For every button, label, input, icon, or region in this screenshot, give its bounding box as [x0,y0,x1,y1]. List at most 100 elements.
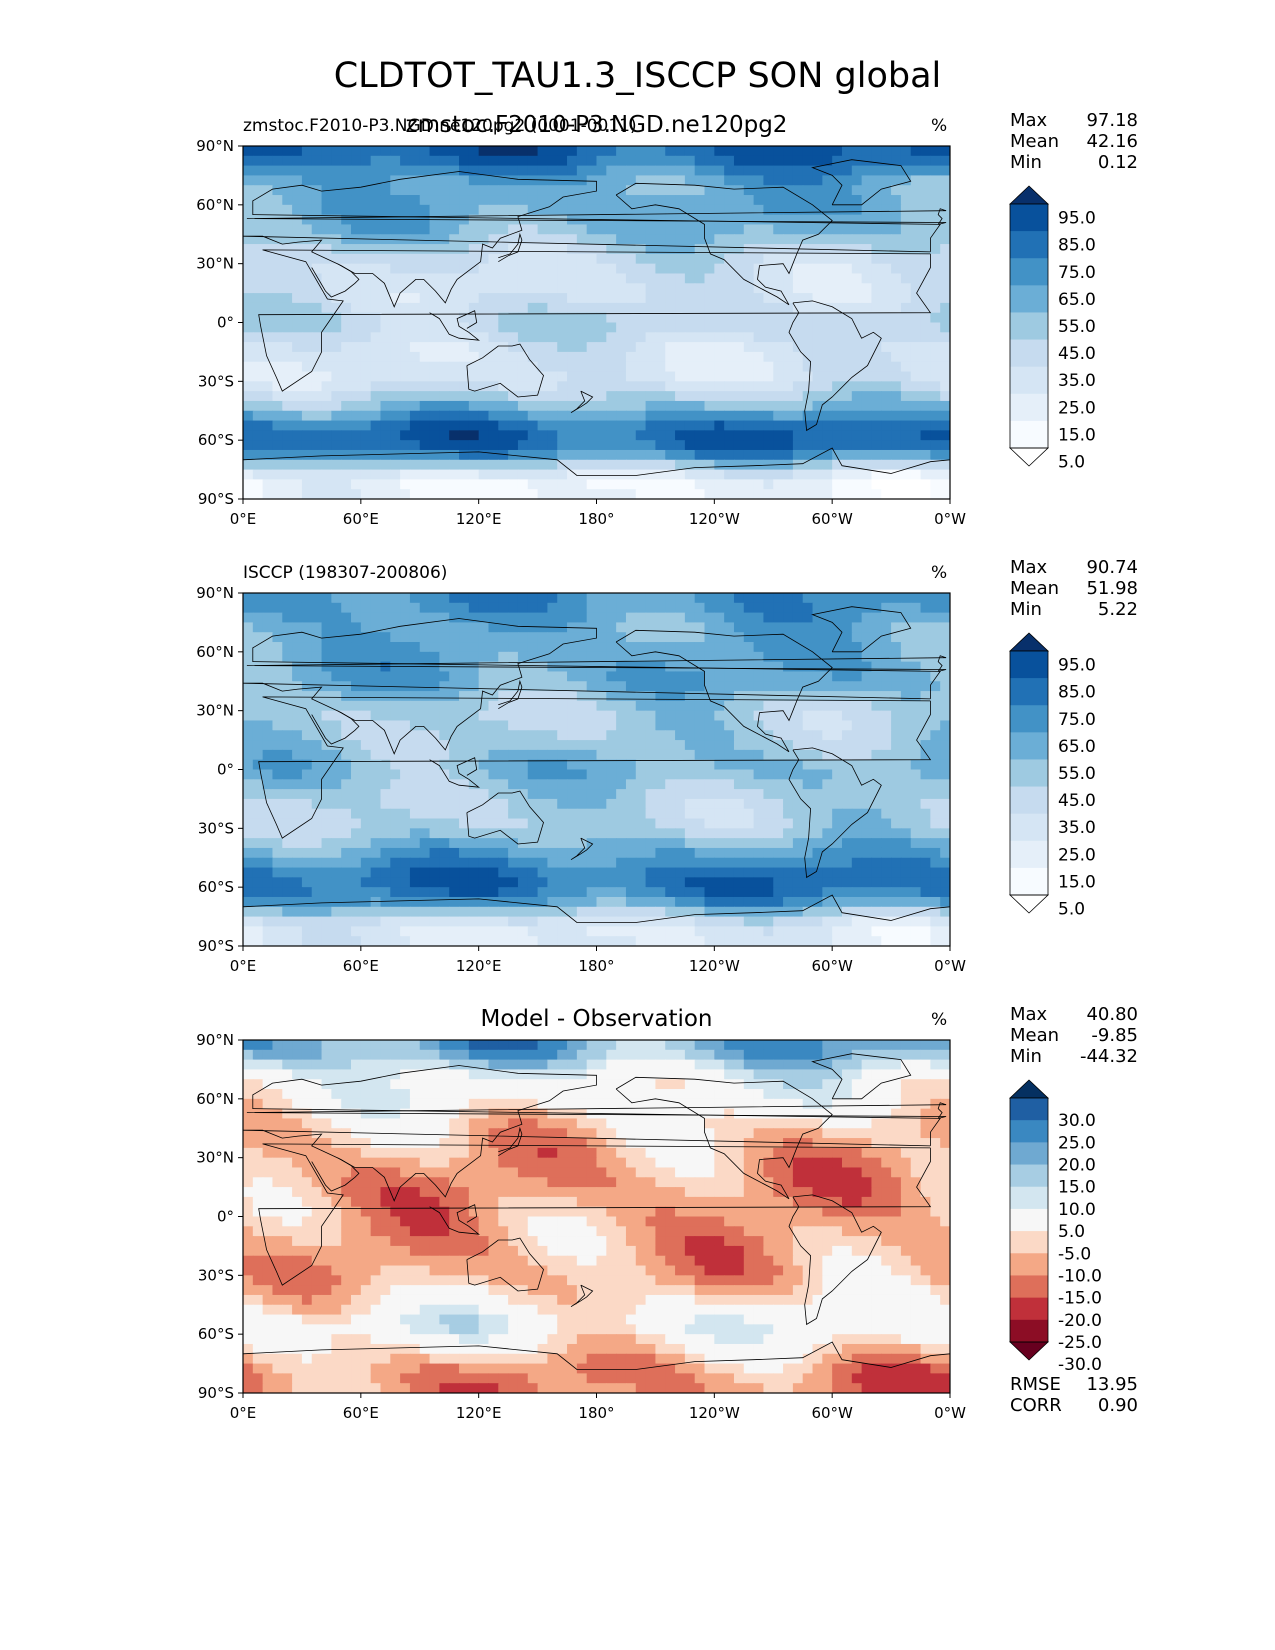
field-cell [508,253,519,265]
field-cell [488,283,499,294]
field-cell [940,332,950,343]
field-cell [822,342,833,353]
field-cell [429,332,440,343]
field-cell [488,244,499,255]
field-cell [478,857,490,869]
field-cell [733,195,745,206]
field-cell [753,828,765,839]
field-cell [733,489,745,499]
field-cell [900,489,912,499]
field-cell [822,361,833,373]
field-cell [704,195,715,206]
field-cell [645,322,657,333]
field-cell [940,808,950,820]
field-cell [832,489,843,499]
field-cell [557,361,568,373]
field-cell [714,440,725,451]
field-cell [625,195,637,206]
field-cell [773,361,784,373]
field-cell [262,479,274,490]
field-cell [370,661,382,673]
field-cell [498,185,509,196]
field-cell [439,632,450,643]
field-cell [841,430,853,441]
field-cell [547,293,558,304]
field-cell [547,740,558,751]
field-cell [488,381,499,392]
field-cell [429,273,440,284]
field-cell [616,828,627,839]
field-cell [321,322,332,333]
field-cell [557,430,568,441]
stat-label: Max [1010,110,1048,131]
field-cell [567,710,578,722]
field-cell [439,332,450,343]
field-cell [400,593,411,604]
field-cell [625,371,637,382]
field-cell [311,779,323,790]
field-cell [262,469,274,480]
field-cell [773,798,784,810]
field-cell [292,671,303,682]
field-cell [773,857,784,869]
field-cell [380,273,391,284]
field-cell [881,602,892,614]
field-cell [478,867,490,878]
field-cell [252,204,264,216]
field-cell [871,651,882,663]
field-cell [537,263,549,275]
field-cell [881,808,892,820]
field-cell [832,700,843,712]
field-cell [508,749,519,761]
field-cell [645,420,657,431]
field-cell [841,302,853,314]
field-cell [930,730,941,741]
field-cell [812,740,823,751]
field-cell [527,769,539,780]
field-cell [625,632,637,643]
field-cell [832,593,843,604]
field-cell [449,146,460,157]
field-cell [910,789,922,800]
field-cell [625,185,637,196]
field-cell [675,857,686,869]
field-cell [910,671,922,682]
field-cell [439,877,450,888]
field-cell [311,896,323,908]
field-cell [714,710,725,722]
field-cell [841,671,853,682]
field-cell [409,691,421,702]
field-cell [635,185,647,196]
field-cell [655,730,666,741]
field-cell [488,720,499,731]
field-cell [586,700,598,712]
field-cell [773,332,784,343]
field-cell [753,642,765,653]
field-cell [743,332,755,343]
field-cell [282,302,293,314]
field-cell [243,234,254,245]
field-cell [419,165,431,177]
colorbar-extend-bottom [1008,447,1050,467]
field-cell [773,602,784,614]
field-cell [871,720,882,731]
field-cell [419,312,431,324]
field-cell [832,351,843,363]
field-cell [301,700,313,712]
field-cell [478,602,490,614]
field-cell [675,195,686,206]
field-cell [851,749,863,761]
field-cell [351,759,362,771]
field-cell [792,185,804,196]
field-cell [243,440,254,451]
field-cell [802,632,814,643]
field-cell [871,691,882,702]
field-cell [243,449,254,461]
field-cell [400,622,411,633]
colorbar-segment [1010,285,1048,313]
field-cell [724,857,735,869]
field-cell [508,857,519,869]
field-cell [370,642,382,653]
field-cell [527,342,539,353]
field-cell [429,440,440,451]
